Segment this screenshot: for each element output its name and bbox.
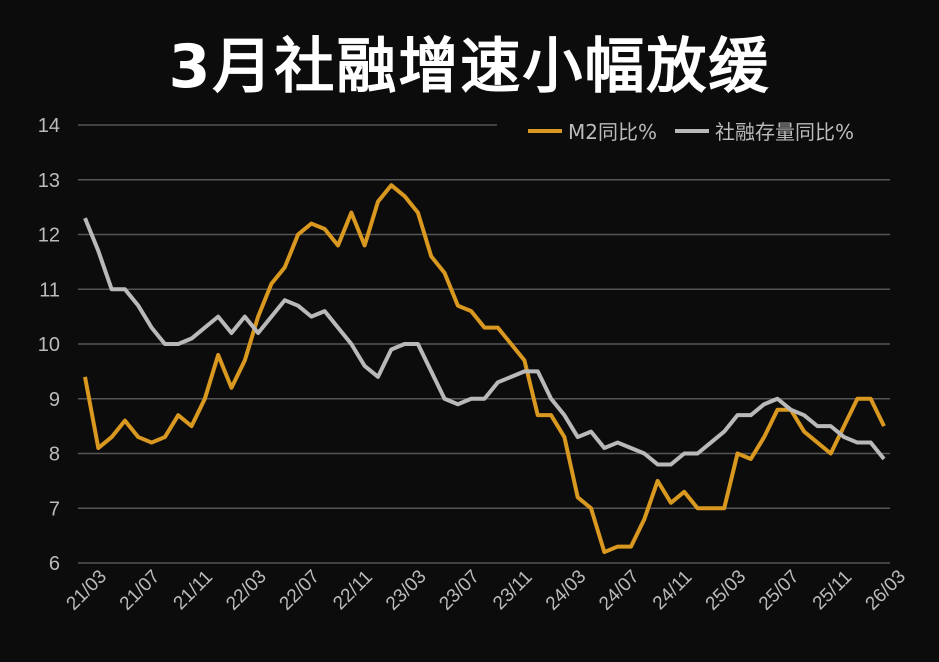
- x-tick-label: 23/07: [435, 566, 483, 614]
- series-line-tsf: [83, 217, 886, 467]
- x-tick-label: 25/11: [809, 567, 856, 614]
- legend-label: M2同比%: [568, 120, 657, 144]
- series-line-m2: [83, 183, 886, 555]
- x-tick-label: 21/11: [170, 567, 217, 614]
- x-tick-label: 24/07: [595, 566, 643, 614]
- x-tick-label: 25/07: [755, 566, 803, 614]
- x-tick-label: 22/11: [329, 567, 376, 614]
- x-tick-label: 25/03: [702, 566, 750, 614]
- x-tick-label: 21/07: [116, 566, 164, 614]
- y-tick-label: 7: [49, 498, 60, 520]
- x-tick-label: 22/03: [222, 566, 270, 614]
- y-tick-label: 9: [49, 389, 60, 411]
- y-tick-label: 6: [49, 553, 60, 575]
- x-tick-label: 23/03: [382, 566, 430, 614]
- x-tick-label: 24/11: [649, 567, 696, 614]
- chart-title: 3月社融增速小幅放缓: [168, 32, 771, 102]
- y-tick-label: 10: [38, 334, 60, 356]
- y-tick-label: 13: [38, 170, 60, 192]
- x-tick-label: 23/11: [489, 567, 536, 614]
- x-tick-label: 22/07: [276, 566, 324, 614]
- y-tick-label: 11: [39, 279, 60, 301]
- x-tick-label: 24/03: [542, 566, 590, 614]
- x-tick-label: 26/03: [862, 566, 910, 614]
- legend-label: 社融存量同比%: [715, 120, 854, 144]
- y-tick-label: 12: [38, 225, 60, 247]
- y-tick-label: 14: [38, 115, 60, 137]
- y-tick-label: 8: [49, 444, 60, 466]
- x-tick-label: 21/03: [63, 566, 111, 614]
